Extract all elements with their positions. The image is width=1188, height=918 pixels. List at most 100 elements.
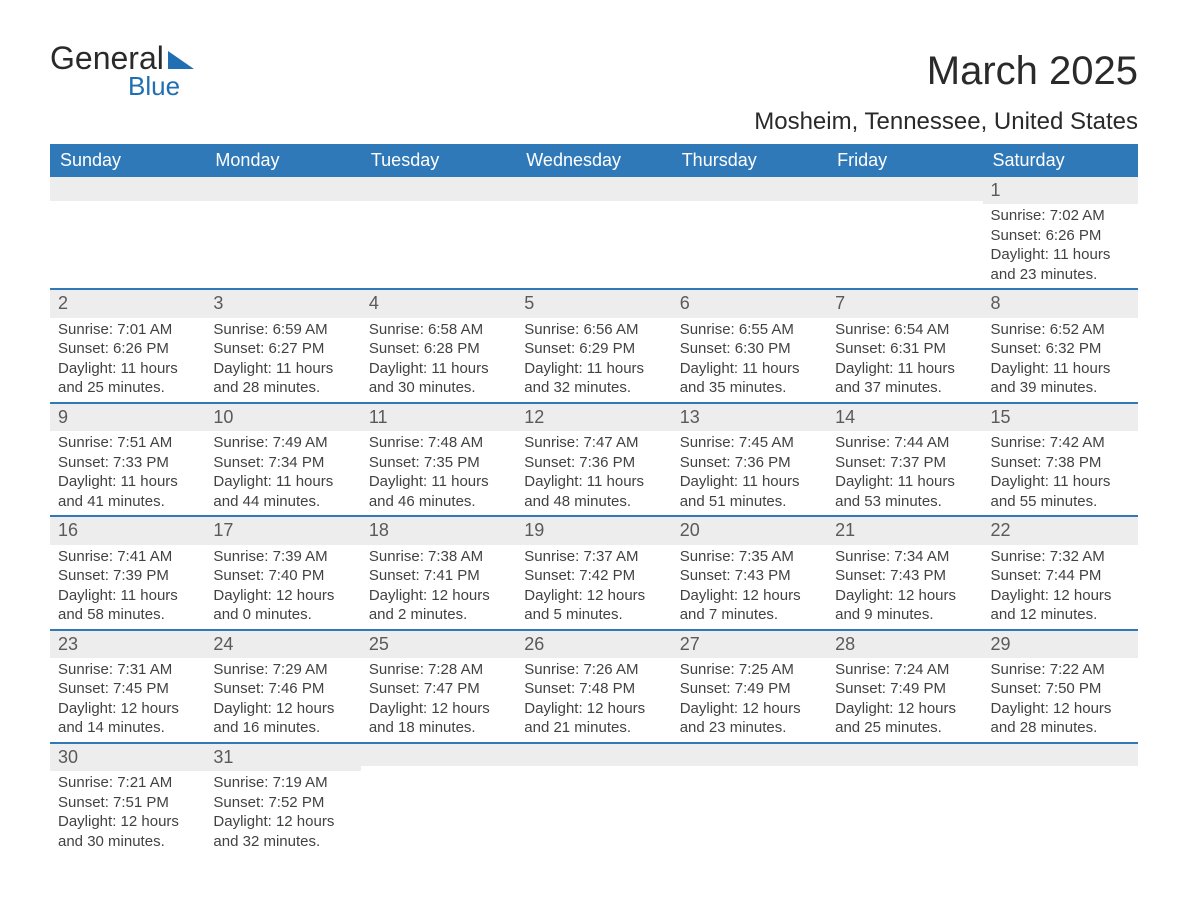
- empty-day-band: [361, 742, 516, 766]
- col-friday: Friday: [827, 144, 982, 177]
- calendar-cell: 6Sunrise: 6:55 AMSunset: 6:30 PMDaylight…: [672, 288, 827, 401]
- calendar-cell: [205, 177, 360, 288]
- day-content: Sunrise: 7:44 AMSunset: 7:37 PMDaylight:…: [827, 431, 982, 515]
- daylight-text: Daylight: 11 hours and 44 minutes.: [213, 472, 352, 511]
- sunset-text: Sunset: 7:44 PM: [991, 566, 1130, 586]
- sunset-text: Sunset: 7:36 PM: [680, 453, 819, 473]
- daylight-text: Daylight: 11 hours and 32 minutes.: [524, 359, 663, 398]
- day-number: 29: [983, 629, 1138, 658]
- day-number: 6: [672, 288, 827, 317]
- sunset-text: Sunset: 7:42 PM: [524, 566, 663, 586]
- day-number: 3: [205, 288, 360, 317]
- calendar-cell: 28Sunrise: 7:24 AMSunset: 7:49 PMDayligh…: [827, 629, 982, 742]
- sunset-text: Sunset: 7:43 PM: [680, 566, 819, 586]
- daylight-text: Daylight: 12 hours and 14 minutes.: [58, 699, 197, 738]
- sunset-text: Sunset: 7:43 PM: [835, 566, 974, 586]
- day-content: Sunrise: 6:54 AMSunset: 6:31 PMDaylight:…: [827, 318, 982, 402]
- calendar-table: Sunday Monday Tuesday Wednesday Thursday…: [50, 144, 1138, 855]
- sunset-text: Sunset: 7:39 PM: [58, 566, 197, 586]
- day-content: Sunrise: 7:47 AMSunset: 7:36 PMDaylight:…: [516, 431, 671, 515]
- calendar-cell: 21Sunrise: 7:34 AMSunset: 7:43 PMDayligh…: [827, 515, 982, 628]
- sunrise-text: Sunrise: 7:01 AM: [58, 320, 197, 340]
- col-wednesday: Wednesday: [516, 144, 671, 177]
- empty-day-band: [516, 177, 671, 201]
- daylight-text: Daylight: 12 hours and 16 minutes.: [213, 699, 352, 738]
- col-sunday: Sunday: [50, 144, 205, 177]
- sunrise-text: Sunrise: 7:35 AM: [680, 547, 819, 567]
- day-number: 2: [50, 288, 205, 317]
- header: General Blue March 2025: [50, 40, 1138, 102]
- empty-day-band: [983, 742, 1138, 766]
- sunrise-text: Sunrise: 6:59 AM: [213, 320, 352, 340]
- col-saturday: Saturday: [983, 144, 1138, 177]
- sunset-text: Sunset: 7:46 PM: [213, 679, 352, 699]
- sunrise-text: Sunrise: 7:45 AM: [680, 433, 819, 453]
- calendar-week: 30Sunrise: 7:21 AMSunset: 7:51 PMDayligh…: [50, 742, 1138, 855]
- daylight-text: Daylight: 12 hours and 12 minutes.: [991, 586, 1130, 625]
- calendar-cell: 29Sunrise: 7:22 AMSunset: 7:50 PMDayligh…: [983, 629, 1138, 742]
- sunrise-text: Sunrise: 7:24 AM: [835, 660, 974, 680]
- sunrise-text: Sunrise: 6:54 AM: [835, 320, 974, 340]
- daylight-text: Daylight: 11 hours and 35 minutes.: [680, 359, 819, 398]
- day-number: 10: [205, 402, 360, 431]
- sunset-text: Sunset: 7:48 PM: [524, 679, 663, 699]
- day-number: 9: [50, 402, 205, 431]
- sunrise-text: Sunrise: 7:19 AM: [213, 773, 352, 793]
- sunrise-text: Sunrise: 7:38 AM: [369, 547, 508, 567]
- sunrise-text: Sunrise: 7:48 AM: [369, 433, 508, 453]
- empty-day-band: [827, 177, 982, 201]
- day-number: 19: [516, 515, 671, 544]
- calendar-cell: 24Sunrise: 7:29 AMSunset: 7:46 PMDayligh…: [205, 629, 360, 742]
- sunrise-text: Sunrise: 7:22 AM: [991, 660, 1130, 680]
- daylight-text: Daylight: 11 hours and 55 minutes.: [991, 472, 1130, 511]
- calendar-cell: 17Sunrise: 7:39 AMSunset: 7:40 PMDayligh…: [205, 515, 360, 628]
- empty-day-band: [672, 177, 827, 201]
- day-content: Sunrise: 7:29 AMSunset: 7:46 PMDaylight:…: [205, 658, 360, 742]
- calendar-cell: 3Sunrise: 6:59 AMSunset: 6:27 PMDaylight…: [205, 288, 360, 401]
- day-number: 24: [205, 629, 360, 658]
- logo: General Blue: [50, 40, 194, 102]
- sunrise-text: Sunrise: 7:25 AM: [680, 660, 819, 680]
- sunset-text: Sunset: 7:45 PM: [58, 679, 197, 699]
- empty-day-band: [205, 177, 360, 201]
- day-content: Sunrise: 7:38 AMSunset: 7:41 PMDaylight:…: [361, 545, 516, 629]
- day-number: 20: [672, 515, 827, 544]
- day-number: 15: [983, 402, 1138, 431]
- daylight-text: Daylight: 11 hours and 28 minutes.: [213, 359, 352, 398]
- day-content: Sunrise: 7:51 AMSunset: 7:33 PMDaylight:…: [50, 431, 205, 515]
- sunrise-text: Sunrise: 6:52 AM: [991, 320, 1130, 340]
- calendar-cell: 4Sunrise: 6:58 AMSunset: 6:28 PMDaylight…: [361, 288, 516, 401]
- calendar-cell: 25Sunrise: 7:28 AMSunset: 7:47 PMDayligh…: [361, 629, 516, 742]
- calendar-week: 16Sunrise: 7:41 AMSunset: 7:39 PMDayligh…: [50, 515, 1138, 628]
- day-number: 18: [361, 515, 516, 544]
- day-number: 17: [205, 515, 360, 544]
- calendar-cell: 23Sunrise: 7:31 AMSunset: 7:45 PMDayligh…: [50, 629, 205, 742]
- calendar-cell: [50, 177, 205, 288]
- day-number: 21: [827, 515, 982, 544]
- calendar-cell: [516, 742, 671, 855]
- sunrise-text: Sunrise: 6:55 AM: [680, 320, 819, 340]
- day-content: Sunrise: 7:22 AMSunset: 7:50 PMDaylight:…: [983, 658, 1138, 742]
- day-number: 13: [672, 402, 827, 431]
- calendar-cell: 11Sunrise: 7:48 AMSunset: 7:35 PMDayligh…: [361, 402, 516, 515]
- day-number: 1: [983, 177, 1138, 204]
- day-content: Sunrise: 7:26 AMSunset: 7:48 PMDaylight:…: [516, 658, 671, 742]
- sunset-text: Sunset: 7:36 PM: [524, 453, 663, 473]
- sunrise-text: Sunrise: 7:26 AM: [524, 660, 663, 680]
- sunset-text: Sunset: 7:41 PM: [369, 566, 508, 586]
- sunrise-text: Sunrise: 7:02 AM: [991, 206, 1130, 226]
- day-content: Sunrise: 7:41 AMSunset: 7:39 PMDaylight:…: [50, 545, 205, 629]
- sunset-text: Sunset: 7:33 PM: [58, 453, 197, 473]
- day-content: Sunrise: 6:56 AMSunset: 6:29 PMDaylight:…: [516, 318, 671, 402]
- logo-triangle-icon: [168, 51, 194, 69]
- logo-text-blue: Blue: [128, 71, 180, 102]
- day-number: 11: [361, 402, 516, 431]
- day-content: Sunrise: 7:25 AMSunset: 7:49 PMDaylight:…: [672, 658, 827, 742]
- day-content: Sunrise: 7:39 AMSunset: 7:40 PMDaylight:…: [205, 545, 360, 629]
- day-number: 30: [50, 742, 205, 771]
- day-number: 26: [516, 629, 671, 658]
- empty-day-band: [672, 742, 827, 766]
- day-content: Sunrise: 7:32 AMSunset: 7:44 PMDaylight:…: [983, 545, 1138, 629]
- calendar-week: 2Sunrise: 7:01 AMSunset: 6:26 PMDaylight…: [50, 288, 1138, 401]
- sunrise-text: Sunrise: 7:42 AM: [991, 433, 1130, 453]
